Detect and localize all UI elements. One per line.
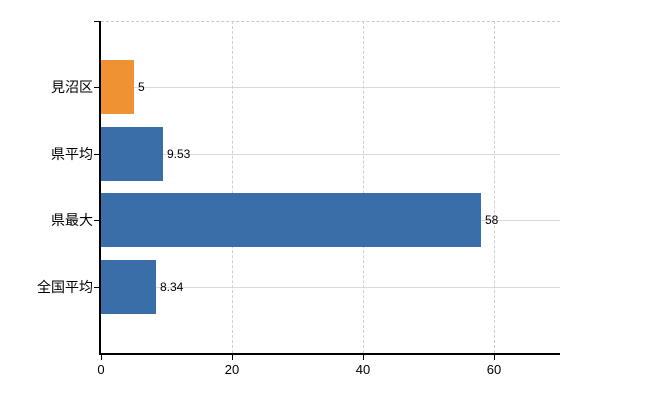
bar-value-label: 58 [485,213,499,227]
h-gridline [101,154,560,155]
x-tick-label: 40 [355,362,371,377]
category-label: 見沼区 [51,79,93,95]
y-axis-top-tick [94,21,100,22]
y-axis-tick [94,154,100,155]
bar-value-label: 9.53 [167,147,191,161]
v-gridline [494,21,495,353]
category-label: 県最大 [51,212,93,228]
bar-2 [101,193,481,247]
bar-3 [101,260,156,314]
category-label: 県平均 [51,146,93,162]
y-axis-tick [94,220,100,221]
v-gridline [232,21,233,353]
bar-value-label: 5 [138,80,145,94]
x-axis-tick [232,355,233,360]
x-tick-label: 0 [97,362,105,377]
bar-1 [101,127,163,181]
h-gridline [101,87,560,88]
x-axis-line [99,353,560,355]
category-label: 全国平均 [37,279,93,295]
x-axis-tick [101,355,102,360]
x-tick-label: 20 [224,362,240,377]
y-axis-tick [94,287,100,288]
h-gridline [101,287,560,288]
bar-value-label: 8.34 [160,280,184,294]
plot-top-border [101,21,560,22]
x-axis-tick [494,355,495,360]
v-gridline [363,21,364,353]
bar-0 [101,60,134,114]
y-axis-line [99,21,101,355]
x-axis-tick [363,355,364,360]
x-tick-label: 60 [486,362,502,377]
y-axis-tick [94,87,100,88]
